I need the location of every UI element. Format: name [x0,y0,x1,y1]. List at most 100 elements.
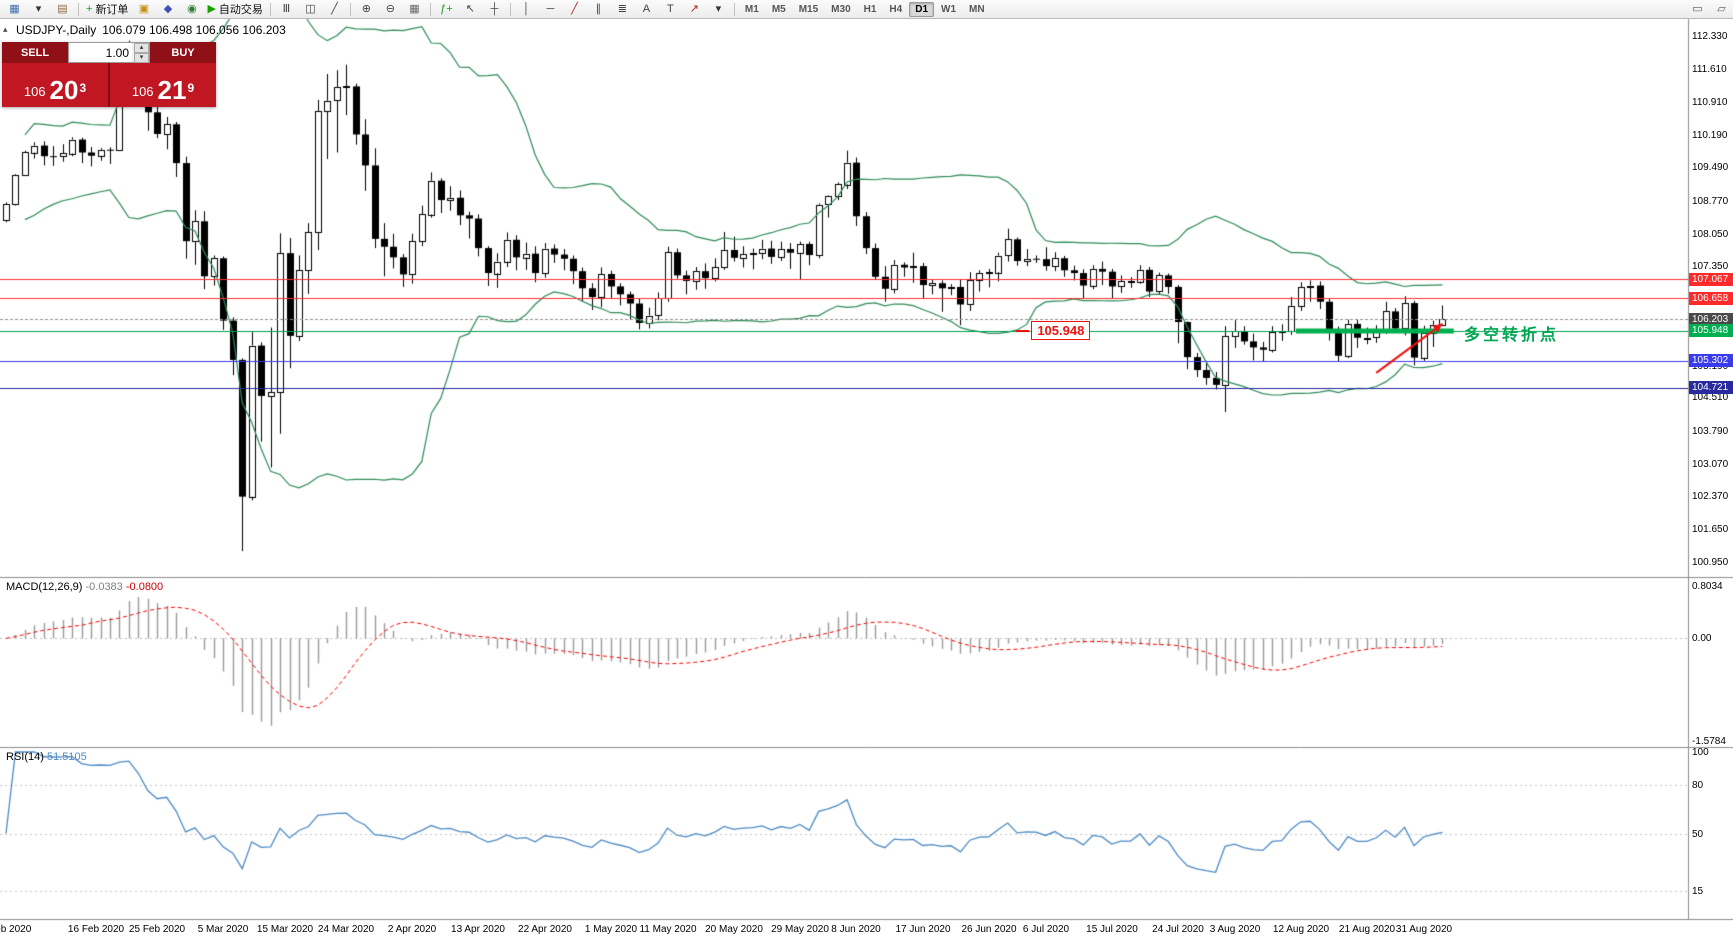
buy-price-prefix: 106 [131,84,154,99]
timeframe-m1[interactable]: M1 [744,3,759,15]
channel-button[interactable]: ∥ [587,0,610,18]
macd-axis-tick: 0.8034 [1692,581,1723,592]
sell-price-prefix: 106 [23,84,46,99]
navigator-icon: ◆ [163,2,173,15]
price-tick: 111.610 [1692,64,1727,76]
date-label: 25 Feb 2020 [128,924,186,935]
timeframe-mn[interactable]: MN [969,3,985,15]
zoom-in-button[interactable]: ⊕ [355,0,378,18]
sell-price-point: 3 [79,81,87,95]
rsi-axis-tick: 15 [1692,885,1704,897]
date-label: 1 May 2020 [584,924,638,935]
auto-scroll-button[interactable]: ▱ [1710,0,1733,18]
date-label: 15 Mar 2020 [256,924,314,935]
timeframe-h4[interactable]: H4 [889,3,903,15]
timeframe-d1[interactable]: D1 [909,1,935,17]
navigator-button[interactable]: ◆ [156,0,179,18]
turning-point-annotation[interactable]: 多空转折点 [1464,327,1560,344]
price-tick: 102.370 [1692,491,1729,503]
price-tick: 109.490 [1692,162,1729,174]
price-tick: 108.770 [1692,195,1729,207]
price-tick: 104.510 [1692,392,1729,404]
profiles-icon: ▤ [57,2,68,15]
buy-header-button[interactable]: BUY [150,42,216,63]
autotrading-icon: ▶ [207,2,216,15]
rsi-label: RSI(14) 51.5105 [6,751,87,763]
chart-dropdown-button[interactable]: ▾ [27,0,50,18]
text-button[interactable]: A [635,0,658,18]
indicators-button[interactable]: ƒ+ [435,0,458,18]
date-label: 11 May 2020 [639,924,697,935]
market-watch-button[interactable]: ▣ [132,0,155,18]
buy-price-pips: 21 [157,75,187,105]
toolbar-separator [509,2,511,16]
date-label: 21 Aug 2020 [1338,924,1396,935]
chart-shift-button[interactable]: ▭ [1686,0,1709,18]
new-order-button-label: 新订单 [95,4,129,16]
sell-header-button[interactable]: SELL [2,42,68,63]
macd-axis-tick: 0.00 [1692,633,1712,645]
price-tick: 110.190 [1692,129,1728,141]
date-label: 2 Apr 2020 [387,924,437,935]
timeframe-m5[interactable]: M5 [771,3,786,15]
trendline-button[interactable]: ╱ [563,0,586,18]
fibonacci-button[interactable]: ≣ [611,0,634,18]
trendline-icon: ╱ [571,2,578,15]
zoom-out-button[interactable]: ⊖ [379,0,402,18]
volume-input[interactable] [71,43,132,62]
new-order-button[interactable]: + 新订单 [83,0,131,18]
cursor-icon: ↖ [465,2,476,15]
indicators-icon: ƒ+ [440,2,453,15]
toolbar-separator [733,2,735,16]
zoom-out-icon: ⊖ [385,2,396,15]
volume-down-icon[interactable]: ▾ [134,52,149,63]
new-chart-icon: ▦ [9,2,20,15]
new-chart-button[interactable]: ▦ [3,0,26,18]
price-level-badge: 106.658 [1689,292,1733,305]
timeframe-m30[interactable]: M30 [831,3,851,15]
chart-title: USDJPY-,Daily 106.079 106.498 106.056 106… [16,23,286,37]
level-annotation-box[interactable]: 105.948 [1031,321,1091,340]
toolbar-separator [269,2,271,16]
macd-axis-tick: -1.5784 [1692,736,1726,747]
ohlc-values: 106.079 106.498 106.056 106.203 [102,23,286,37]
terminal-button[interactable]: ◉ [180,0,203,18]
volume-up-icon[interactable]: ▴ [134,42,149,53]
date-label: 8 Jun 2020 [831,924,881,935]
volume-box: ▴ ▾ [68,42,150,63]
new-order-icon: + [86,2,93,15]
tile-windows-button[interactable]: ▦ [403,0,426,18]
level-annotation-dash [1016,330,1030,332]
timeframe-h1[interactable]: H1 [863,3,877,15]
autotrading-button[interactable]: ▶ 自动交易 [204,0,265,18]
one-click-toggle-icon[interactable]: ▴ [3,24,8,34]
timeframe-m15[interactable]: M15 [798,3,819,15]
date-label: 3 Aug 2020 [1209,924,1261,935]
price-tick: 103.070 [1692,458,1729,470]
auto-scroll-icon: ▱ [1717,2,1726,15]
timeframe-w1[interactable]: W1 [941,3,957,15]
horizontal-line-icon: ─ [546,2,555,15]
date-label: 17 Jun 2020 [895,924,951,935]
crosshair-button[interactable]: ┼ [483,0,506,18]
horizontal-line-button[interactable]: ─ [539,0,562,18]
arrows-button[interactable]: ↗ [683,0,706,18]
cursor-button[interactable]: ↖ [459,0,482,18]
candlestick-chart-button[interactable]: ◫ [299,0,322,18]
line-chart-icon: ╱ [331,2,338,15]
profiles-button[interactable]: ▤ [51,0,74,18]
buy-price-button[interactable]: 106 21 9 [110,63,216,107]
sell-price-button[interactable]: 106 20 3 [2,63,108,107]
arrows-icon: ↗ [689,2,700,15]
vertical-line-button[interactable]: │ [515,0,538,18]
label-button[interactable]: T [659,0,682,18]
date-label: 31 Aug 2020 [1395,924,1453,935]
line-chart-button[interactable]: ╱ [323,0,346,18]
price-tick: 107.350 [1692,261,1729,273]
toolbar-separator [429,2,431,16]
bars-chart-button[interactable]: Ⅲ [275,0,298,18]
tools-dropdown-button[interactable]: ▾ [707,0,730,18]
price-level-badge: 106.203 [1689,313,1733,326]
